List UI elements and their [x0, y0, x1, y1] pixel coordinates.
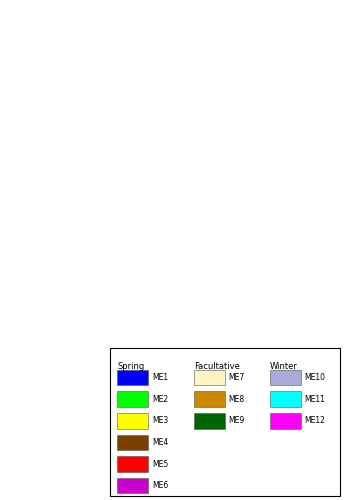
- Bar: [117, 370, 148, 386]
- Bar: [270, 370, 301, 386]
- Text: Facultative: Facultative: [194, 362, 240, 371]
- Text: ME2: ME2: [153, 394, 169, 404]
- Text: ME11: ME11: [304, 394, 325, 404]
- Bar: [194, 392, 225, 407]
- Bar: [117, 392, 148, 407]
- Bar: [117, 434, 148, 450]
- Text: ME8: ME8: [228, 394, 244, 404]
- Text: Winter: Winter: [270, 362, 298, 371]
- Text: ME7: ME7: [228, 373, 245, 382]
- Text: ME1: ME1: [153, 373, 169, 382]
- Bar: [194, 413, 225, 428]
- Text: ME10: ME10: [304, 373, 325, 382]
- Text: ME12: ME12: [304, 416, 325, 426]
- Bar: [117, 413, 148, 428]
- Bar: [117, 478, 148, 494]
- Text: ME9: ME9: [228, 416, 245, 426]
- Text: ME5: ME5: [153, 460, 169, 468]
- Text: ME3: ME3: [153, 416, 169, 426]
- Bar: [270, 392, 301, 407]
- Bar: [194, 370, 225, 386]
- Text: ME4: ME4: [153, 438, 169, 447]
- Text: Spring: Spring: [117, 362, 145, 371]
- Bar: [270, 413, 301, 428]
- Bar: [117, 456, 148, 472]
- Text: ME6: ME6: [153, 481, 169, 490]
